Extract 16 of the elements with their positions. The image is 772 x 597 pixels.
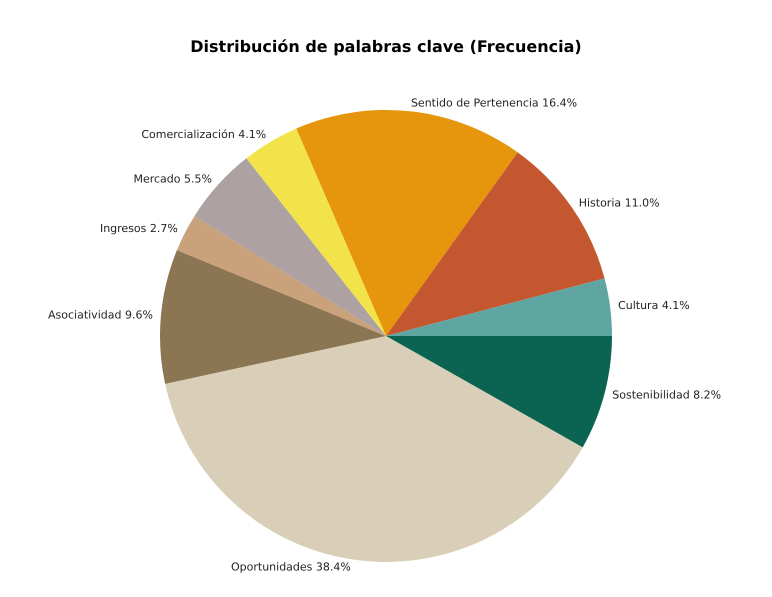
slice-label: Mercado 5.5% [133,172,212,186]
pie-slice [160,250,386,384]
pie-slice [386,278,612,336]
slice-label: Oportunidades 38.4% [230,560,351,574]
slice-label: Comercialización 4.1% [141,128,266,141]
slice-label: Historia 11.0% [578,196,660,210]
pie-slice [386,336,612,448]
slice-label: Ingresos 2.7% [100,222,178,236]
pie-slice [176,216,386,336]
slice-label: Sentido de Pertenencia 16.4% [410,96,578,110]
pie-slice [296,110,518,336]
slice-label: Cultura 4.1% [618,298,690,312]
pie-slice [165,336,583,562]
chart-title: Distribución de palabras clave (Frecuencia) [190,37,582,56]
slice-label: Sostenibilidad 8.2% [612,388,722,402]
slice-label: Asociatividad 9.6% [48,308,153,322]
